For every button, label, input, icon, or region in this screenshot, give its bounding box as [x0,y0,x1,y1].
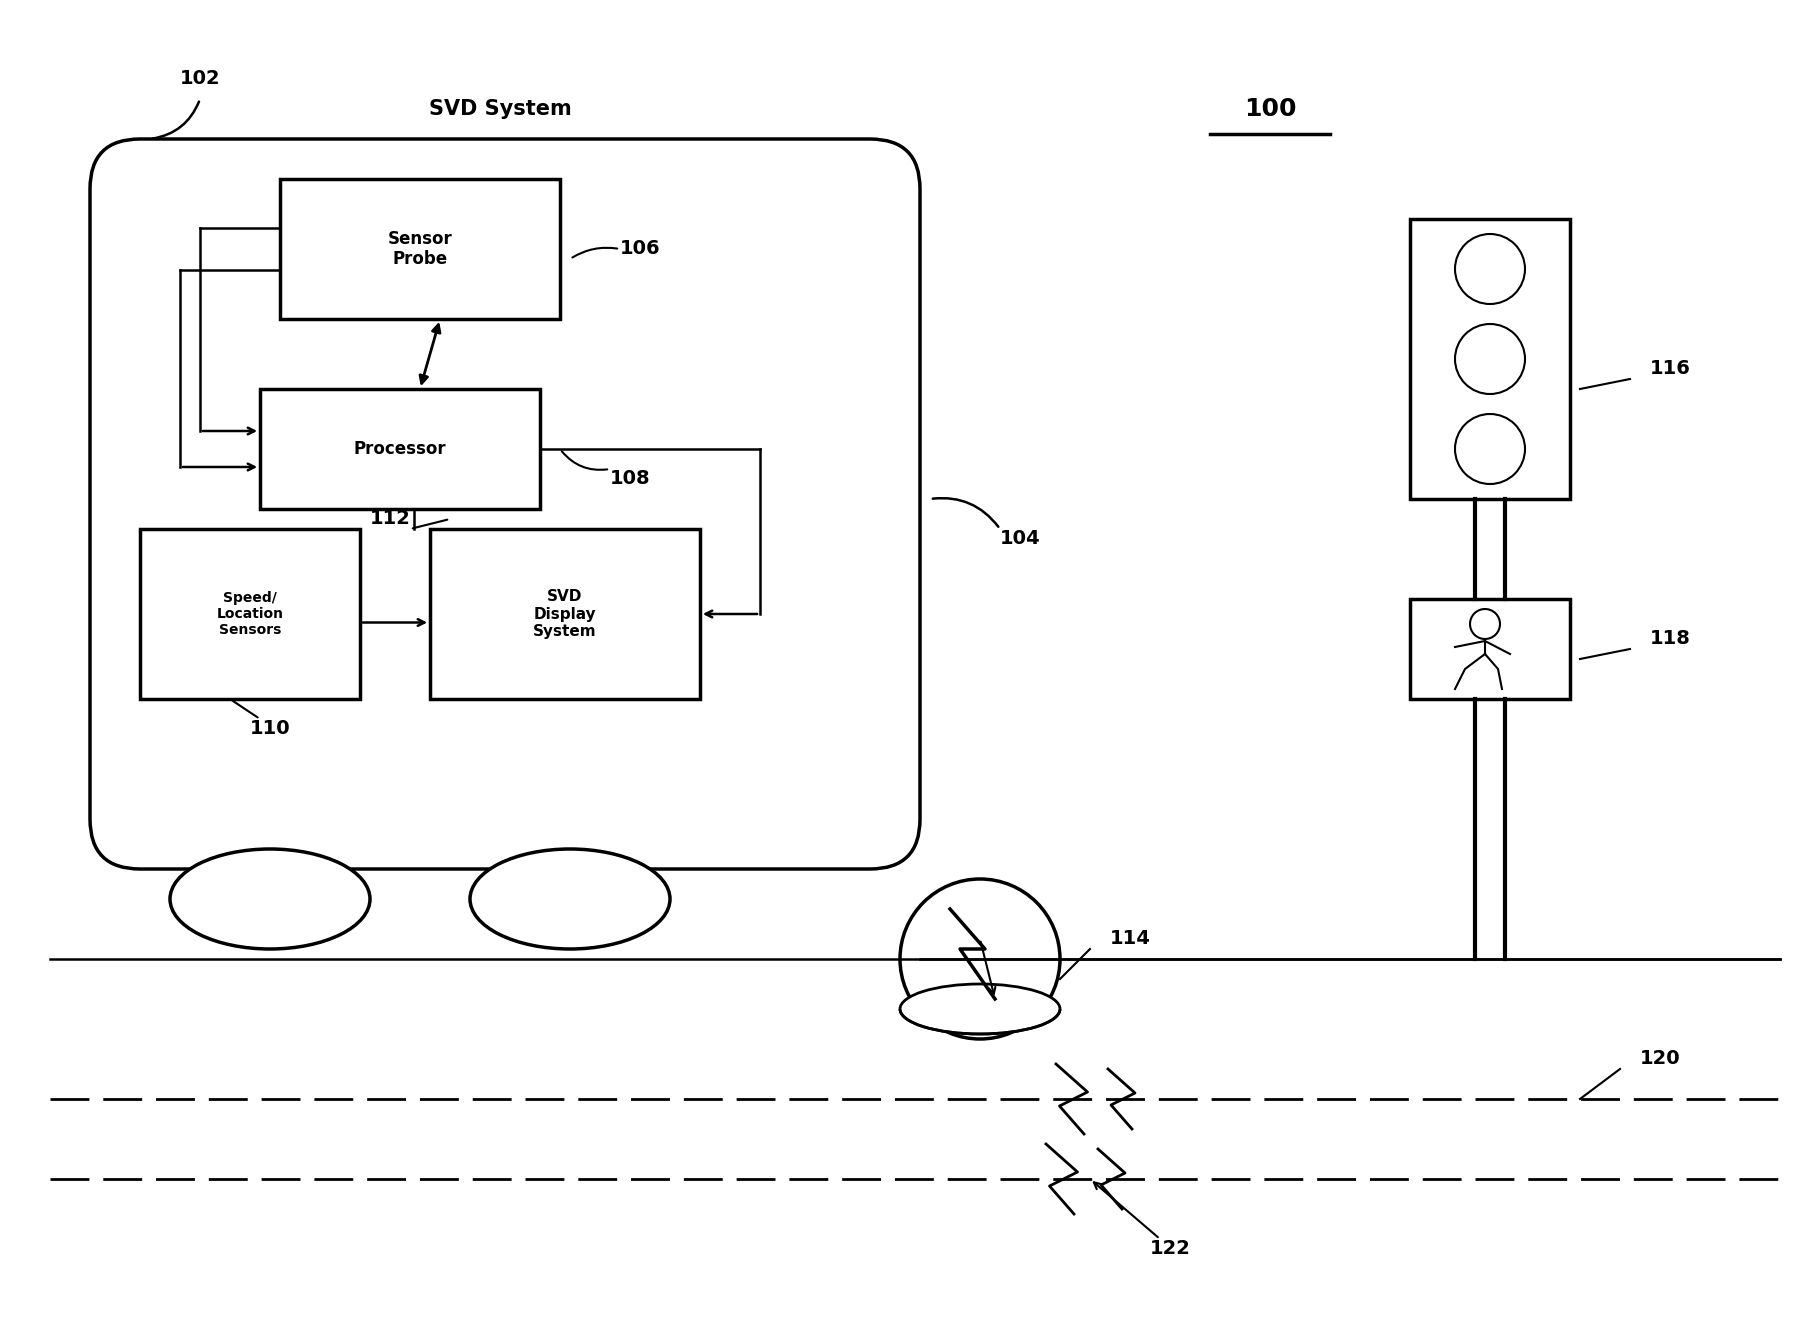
Bar [261,389,540,509]
Circle shape [1454,233,1525,303]
Circle shape [1471,609,1500,638]
Text: SVD
Display
System: SVD Display System [532,590,598,638]
Text: 106: 106 [619,240,661,259]
Text: 104: 104 [1000,529,1041,549]
Bar [139,529,360,699]
Text: Speed/
Location
Sensors: Speed/ Location Sensors [217,591,284,637]
Text: Sensor
Probe: Sensor Probe [388,230,453,268]
Text: 120: 120 [1641,1050,1681,1068]
FancyBboxPatch shape [91,138,920,869]
Bar [281,179,560,319]
Bar [130,138,750,719]
Text: 118: 118 [1650,629,1691,649]
Text: 100: 100 [1244,98,1297,121]
Circle shape [900,878,1059,1039]
Text: 122: 122 [1150,1240,1192,1258]
Text: 102: 102 [179,70,221,88]
Text: Processor: Processor [353,441,446,458]
Ellipse shape [900,984,1059,1034]
Text: 114: 114 [1110,930,1150,948]
Ellipse shape [471,849,670,948]
Text: SVD System: SVD System [429,99,572,119]
Text: 110: 110 [250,719,290,739]
Text: 112: 112 [369,509,411,529]
Circle shape [1454,324,1525,394]
Bar [429,529,701,699]
Bar [1411,599,1570,699]
Ellipse shape [170,849,369,948]
Circle shape [1454,414,1525,484]
Text: 108: 108 [610,470,650,488]
Bar [1411,219,1570,499]
Text: 116: 116 [1650,360,1691,379]
